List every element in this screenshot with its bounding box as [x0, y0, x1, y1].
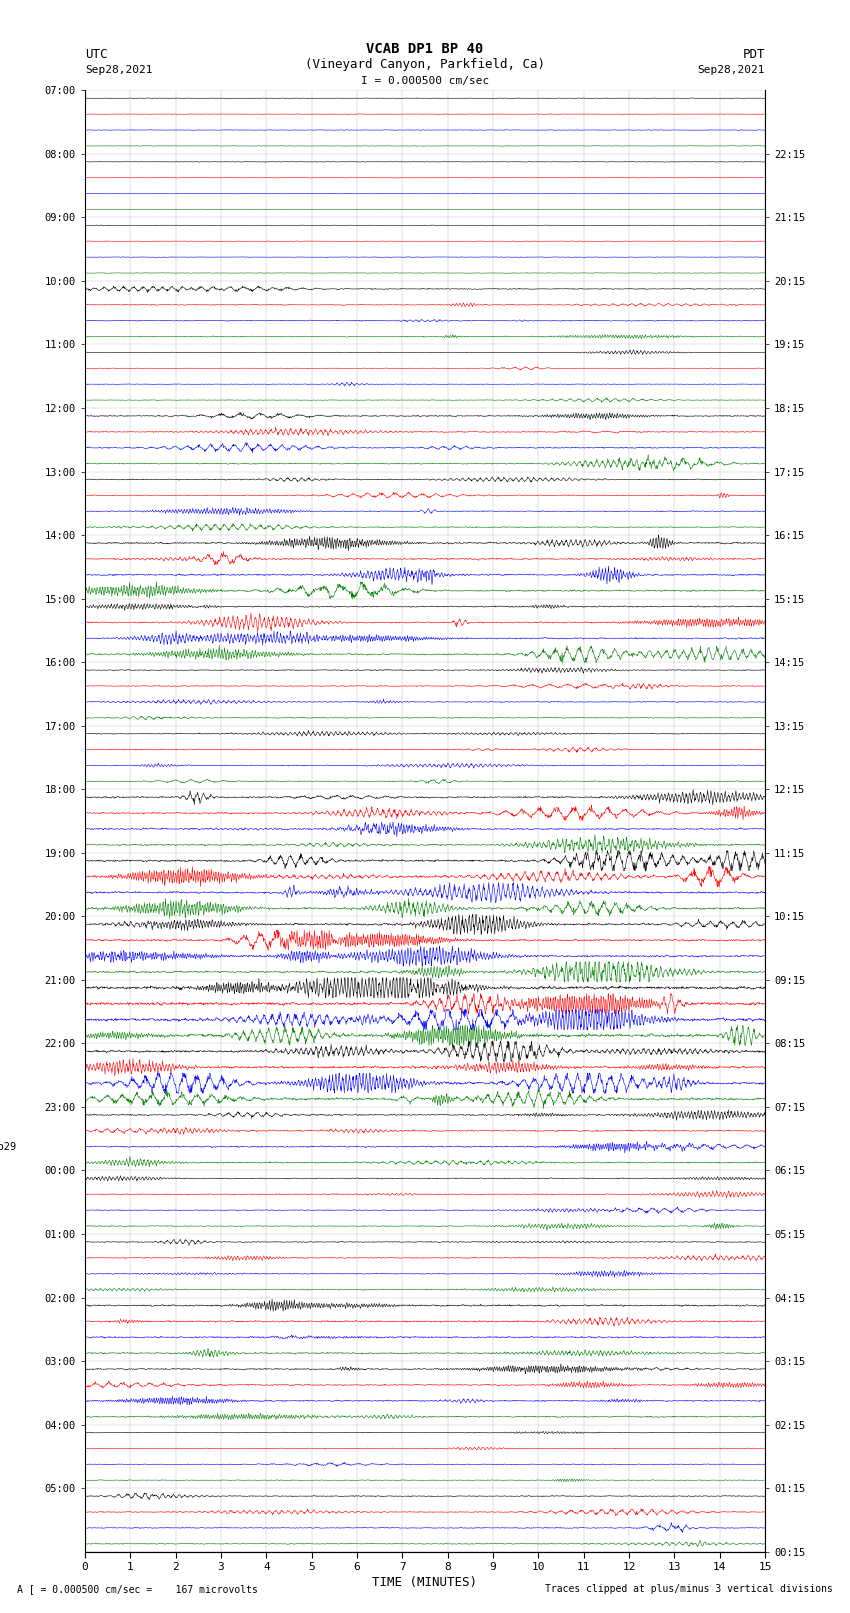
Text: Sep28,2021: Sep28,2021 [698, 65, 765, 74]
Text: (Vineyard Canyon, Parkfield, Ca): (Vineyard Canyon, Parkfield, Ca) [305, 58, 545, 71]
X-axis label: TIME (MINUTES): TIME (MINUTES) [372, 1576, 478, 1589]
Text: Sep29: Sep29 [0, 1142, 17, 1152]
Text: A [ = 0.000500 cm/sec =    167 microvolts: A [ = 0.000500 cm/sec = 167 microvolts [17, 1584, 258, 1594]
Text: UTC: UTC [85, 48, 107, 61]
Text: I = 0.000500 cm/sec: I = 0.000500 cm/sec [361, 76, 489, 85]
Text: PDT: PDT [743, 48, 765, 61]
Text: VCAB DP1 BP 40: VCAB DP1 BP 40 [366, 42, 484, 56]
Text: Traces clipped at plus/minus 3 vertical divisions: Traces clipped at plus/minus 3 vertical … [545, 1584, 833, 1594]
Text: Sep28,2021: Sep28,2021 [85, 65, 152, 74]
